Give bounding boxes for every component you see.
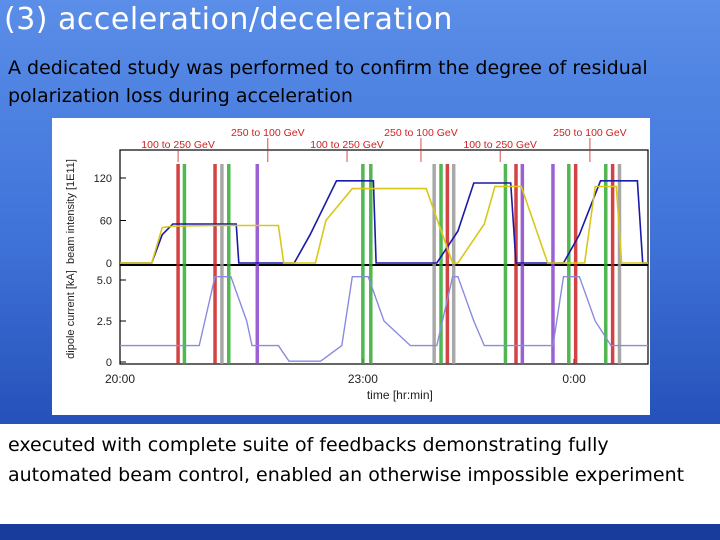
- series-line-yellow-ring: [120, 185, 648, 264]
- bottom-strip: [0, 524, 720, 540]
- annotation-5: 250 to 100 GeV: [553, 127, 627, 139]
- x-axis-label: time [hr:min]: [367, 388, 433, 402]
- slide-title: (3) acceleration/deceleration: [4, 2, 453, 37]
- xtick-label-1: 23:00: [348, 372, 378, 386]
- caption-text: executed with complete suite of feedback…: [8, 434, 685, 486]
- bottom-ytick-label-1: 2.5: [97, 316, 112, 328]
- bottom-ytick-label-2: 5.0: [97, 275, 112, 287]
- chart-figure: 0 60 120 0 2.5 5.0 20:00 23:00 0:00 beam intensit…: [52, 118, 650, 415]
- bottom-ylabel: dipole current [kA]: [65, 270, 77, 359]
- top-ylabel: beam intensity [1E11]: [65, 159, 77, 264]
- caption-box: executed with complete suite of feedback…: [0, 424, 720, 524]
- xtick-label-0: 20:00: [105, 372, 135, 386]
- annotation-2: 100 to 250 GeV: [310, 139, 384, 151]
- bottom-ytick-label-0: 0: [106, 357, 112, 369]
- annotation-3: 250 to 100 GeV: [384, 127, 458, 139]
- top-ytick-label-1: 60: [100, 216, 112, 228]
- top-ytick-label-2: 120: [94, 173, 112, 185]
- series-line-blue-ring: [120, 179, 648, 264]
- chart-svg: 0 60 120 0 2.5 5.0 20:00 23:00 0:00 beam intensit…: [65, 127, 649, 402]
- annotation-0: 100 to 250 GeV: [141, 139, 215, 151]
- annotation-1: 250 to 100 GeV: [231, 127, 305, 139]
- xtick-label-2: 0:00: [562, 372, 586, 386]
- top-ytick-label-0: 0: [106, 258, 112, 270]
- annotation-4: 100 to 250 GeV: [463, 139, 537, 151]
- series-line-dipole-current: [120, 275, 648, 362]
- intro-text: A dedicated study was performed to confi…: [8, 57, 648, 107]
